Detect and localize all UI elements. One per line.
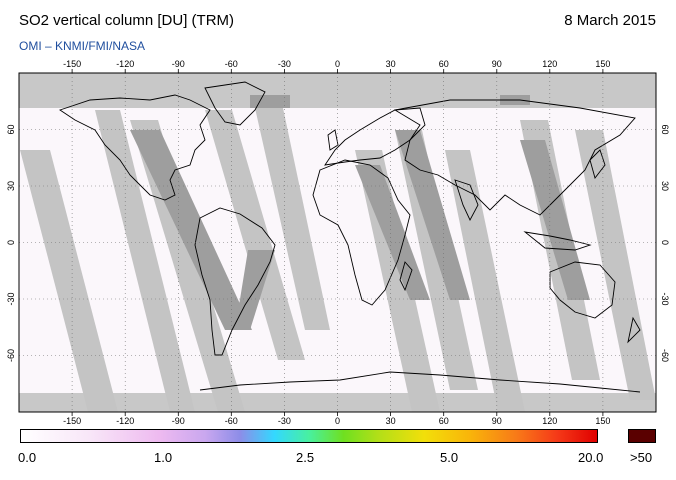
coast-north-america [58, 94, 211, 201]
lon-tick-top: 90 [492, 59, 502, 69]
coast-south-america [194, 207, 276, 356]
lon-tick-top: -60 [225, 59, 238, 69]
lon-tick-top: -90 [172, 59, 185, 69]
north-polar-nodata [19, 73, 656, 108]
coast-se-asia [523, 231, 592, 251]
credit-line: OMI – KNMI/FMI/NASA [19, 39, 146, 53]
lon-tick-bottom: -90 [172, 416, 185, 426]
colorbar-overflow-label: >50 [630, 450, 653, 465]
lon-tick-bottom: 90 [492, 416, 502, 426]
lon-tick-bottom: 0 [335, 416, 340, 426]
lat-tick-right: 0 [660, 240, 670, 245]
coast-africa [312, 159, 411, 306]
coast-antarctica [199, 371, 641, 393]
lon-tick-top: -30 [278, 59, 291, 69]
coast-japan [589, 149, 606, 179]
orbit-gap [250, 95, 290, 108]
coast-europe [324, 107, 426, 166]
lon-tick-bottom: -120 [116, 416, 134, 426]
lat-tick-right: 30 [660, 181, 670, 191]
lon-tick-top: 150 [595, 59, 610, 69]
orbit-gap [95, 110, 195, 412]
orbit-gap [255, 108, 330, 330]
coast-australia [549, 261, 616, 319]
lat-tick-left: 0 [6, 240, 16, 245]
lon-tick-bottom: 120 [542, 416, 557, 426]
lon-tick-bottom: -150 [63, 416, 81, 426]
lat-tick-left: -30 [6, 292, 16, 305]
orbit-gap [395, 130, 470, 300]
lat-tick-right: -30 [660, 292, 670, 305]
lon-tick-bottom: -30 [278, 416, 291, 426]
lat-tick-left: 30 [6, 181, 16, 191]
lon-tick-bottom: -60 [225, 416, 238, 426]
lon-tick-bottom: 30 [386, 416, 396, 426]
orbit-gap-dark [130, 95, 590, 330]
coast-greenland [204, 81, 266, 126]
orbit-gap [355, 165, 430, 300]
coast-uk [327, 129, 339, 151]
orbit-gap [130, 120, 245, 412]
orbit-gap [395, 130, 478, 390]
coast-madagascar [399, 261, 413, 292]
coast-asia [393, 99, 636, 216]
orbit-gap [130, 130, 252, 330]
colorbar [20, 429, 598, 443]
colorbar-overflow-swatch [628, 429, 656, 443]
lon-tick-top: 0 [335, 59, 340, 69]
colorbar-label: 0.0 [18, 450, 37, 465]
lat-tick-right: 60 [660, 124, 670, 134]
lon-tick-bottom: 150 [595, 416, 610, 426]
orbit-gap [20, 150, 118, 412]
lon-tick-top: 120 [542, 59, 557, 69]
coast-new-zealand [627, 316, 641, 344]
map-title: SO2 vertical column [DU] (TRM) [19, 12, 235, 29]
tick-marks [71, 69, 604, 416]
colorbar-label: 2.5 [296, 450, 315, 465]
lon-tick-top: 60 [439, 59, 449, 69]
orbit-gap [205, 110, 305, 360]
lon-tick-bottom: 60 [439, 416, 449, 426]
orbit-gap [520, 140, 590, 300]
colorbar-label: 1.0 [154, 450, 173, 465]
lat-tick-right: -60 [660, 349, 670, 362]
lon-tick-top: -150 [63, 59, 81, 69]
lat-tick-left: 60 [6, 124, 16, 134]
orbit-gap [575, 130, 656, 400]
colorbar-label: 5.0 [440, 450, 459, 465]
coast-india [454, 179, 479, 222]
graticule [19, 73, 656, 412]
colorbar-label: 20.0 [578, 450, 604, 465]
lon-tick-top: 30 [386, 59, 396, 69]
coastlines [58, 81, 641, 393]
orbit-gap [445, 150, 525, 412]
lat-tick-left: -60 [6, 349, 16, 362]
map-date: 8 March 2015 [564, 12, 656, 29]
lon-tick-top: -120 [116, 59, 134, 69]
